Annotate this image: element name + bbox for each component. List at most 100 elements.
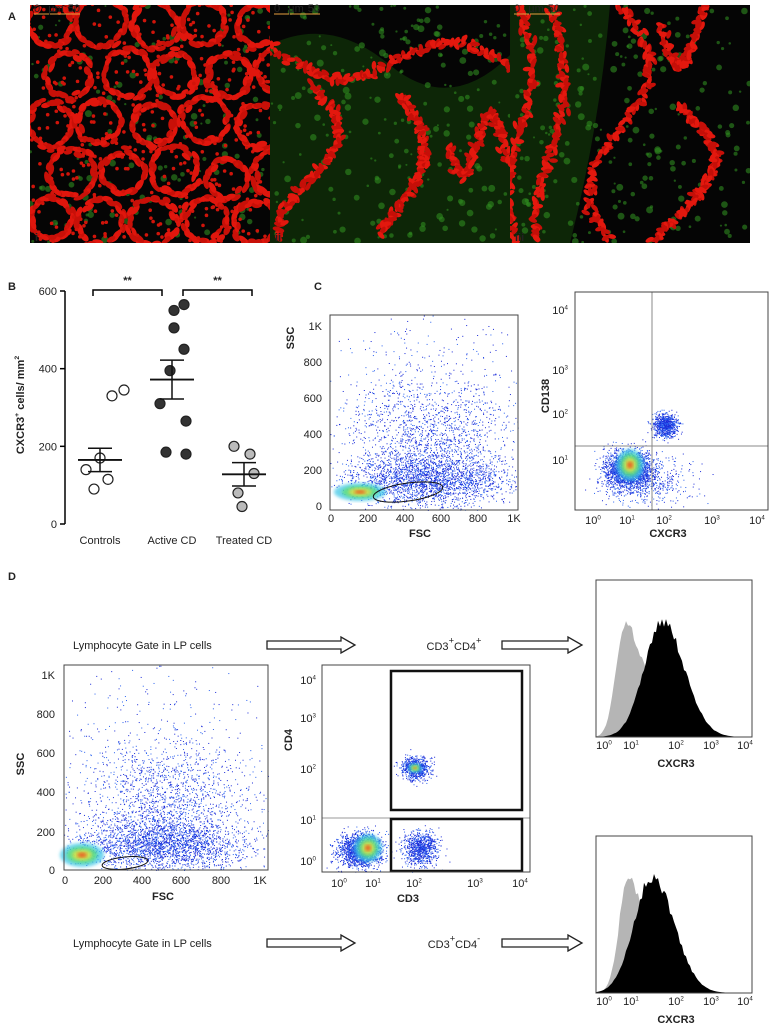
event-dot (486, 468, 487, 469)
event-dot (436, 447, 437, 448)
nucleus (241, 102, 245, 106)
event-dot (472, 462, 473, 463)
event-dot (399, 465, 400, 466)
event-dot (425, 457, 426, 458)
event-dot (511, 457, 512, 458)
nucleus (82, 152, 86, 156)
event-dot (350, 470, 351, 471)
stain (484, 20, 487, 23)
nucleus (55, 225, 59, 229)
nucleus (37, 40, 41, 44)
event-dot (442, 504, 443, 505)
event-dot (409, 480, 410, 481)
event-dot (475, 462, 476, 463)
event-dot (443, 482, 444, 483)
event-dot (475, 463, 476, 464)
nucleus (139, 39, 143, 43)
event-dot (386, 494, 387, 495)
stain (734, 145, 740, 151)
event-dot (401, 496, 402, 497)
event-dot (397, 492, 398, 493)
event-dot (412, 472, 413, 473)
stain (165, 219, 172, 226)
stain (489, 32, 492, 35)
event-dot (403, 457, 404, 458)
nucleus (215, 152, 219, 156)
nucleus (82, 164, 86, 168)
event-dot (420, 508, 421, 509)
event-dot (421, 488, 422, 489)
event-dot (422, 485, 423, 486)
event-dot (404, 499, 405, 500)
nucleus (93, 86, 97, 90)
event-dot (472, 494, 473, 495)
event-dot (409, 492, 410, 493)
event-dot (507, 473, 508, 474)
event-dot (407, 467, 408, 468)
event-dot (376, 466, 377, 467)
nucleus (50, 222, 54, 226)
nucleus (263, 234, 267, 238)
nucleus (61, 173, 65, 177)
event-dot (429, 473, 430, 474)
nucleus (54, 33, 58, 37)
event-dot (488, 475, 489, 476)
nucleus (259, 109, 263, 113)
event-dot (372, 464, 373, 465)
event-dot (403, 465, 404, 466)
stain (587, 73, 589, 75)
event-dot (472, 469, 473, 470)
nucleus (208, 172, 212, 176)
nucleus (48, 34, 52, 38)
stain (339, 226, 345, 232)
event-dot (410, 472, 411, 473)
event-dot (507, 475, 508, 476)
event-dot (404, 497, 405, 498)
scale-bar-label: 50 (68, 3, 80, 15)
event-dot (422, 475, 423, 476)
stain (593, 123, 598, 128)
stain (284, 175, 291, 182)
event-dot (443, 484, 444, 485)
nucleus (178, 205, 182, 209)
nucleus (150, 191, 154, 195)
event-dot (363, 482, 364, 483)
stain (547, 28, 550, 31)
nucleus (96, 75, 100, 79)
stain (695, 216, 701, 222)
event-dot (437, 496, 438, 497)
event-dot (437, 471, 438, 472)
stain (384, 118, 387, 121)
nucleus (143, 68, 147, 72)
event-dot (481, 472, 482, 473)
event-dot (433, 452, 434, 453)
event-dot (395, 449, 396, 450)
event-dot (483, 468, 484, 469)
data-point (179, 300, 189, 310)
event-dot (426, 489, 427, 490)
event-dot (449, 489, 450, 490)
nucleus (165, 54, 169, 58)
nucleus (228, 78, 232, 82)
event-dot (378, 481, 379, 482)
nucleus (156, 94, 160, 98)
event-dot (393, 487, 394, 488)
stain (417, 25, 424, 32)
event-dot (445, 493, 446, 494)
event-dot (509, 466, 510, 467)
nucleus (126, 70, 130, 74)
micrograph (264, 3, 517, 244)
event-dot (457, 505, 458, 506)
event-dot (395, 469, 396, 470)
nucleus (193, 34, 197, 38)
event-dot (423, 468, 424, 469)
event-dot (448, 494, 449, 495)
stain (588, 39, 592, 43)
event-dot (386, 482, 387, 483)
event-dot (466, 474, 467, 475)
event-dot (456, 468, 457, 469)
nucleus (189, 171, 193, 175)
event-dot (441, 465, 442, 466)
event-dot (399, 492, 400, 493)
event-dot (403, 486, 404, 487)
